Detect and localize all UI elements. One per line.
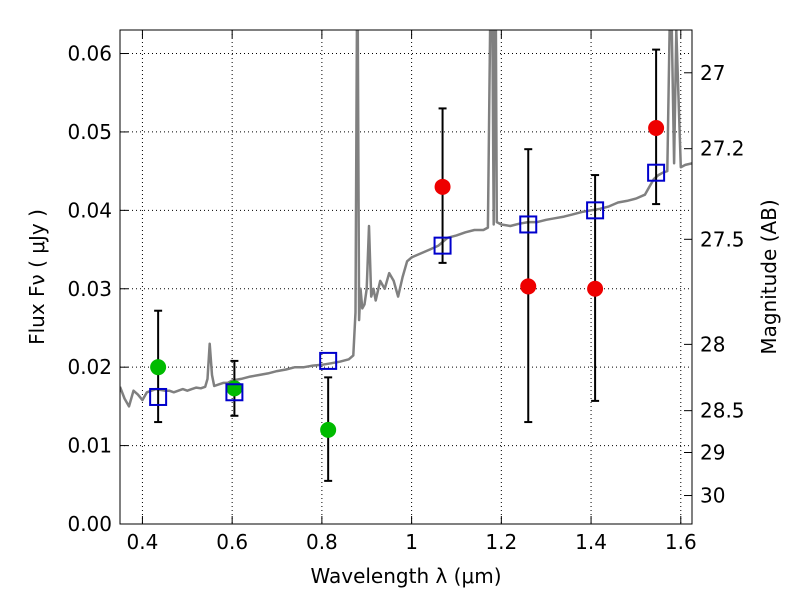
y-tick-label: 0.02 [67, 355, 112, 379]
y2-tick-label: 27.2 [700, 137, 745, 161]
y2-axis-label: Magnitude (AB) [757, 199, 781, 354]
model-flux-square [149, 387, 168, 406]
x-tick-label: 1.2 [485, 530, 517, 554]
data-marks [149, 48, 666, 482]
model-spectrum [120, 30, 692, 408]
model-flux-square [225, 383, 244, 402]
x-tick-label: 0.8 [306, 530, 338, 554]
y-axis-label: Flux Fν ( μJy ) [25, 209, 49, 345]
model-flux-square [586, 201, 605, 220]
data-point [150, 359, 167, 376]
data-point [587, 280, 604, 297]
x-tick-label: 1.6 [665, 530, 697, 554]
model-flux-square [519, 215, 538, 234]
x-axis-label: Wavelength λ (μm) [310, 564, 501, 588]
y2-tick-label: 27 [700, 61, 725, 85]
y-tick-label: 0.03 [67, 277, 112, 301]
y-tick-label: 0.00 [67, 512, 112, 536]
y2-tick-label: 29 [700, 440, 725, 464]
x-tick-label: 0.4 [127, 530, 159, 554]
data-point [648, 120, 665, 137]
model-spectrum-line [120, 30, 692, 408]
y-tick-label: 0.05 [67, 120, 112, 144]
y2-tick-label: 28.5 [700, 399, 745, 423]
x-tick-label: 1.4 [575, 530, 607, 554]
model-flux-square [647, 163, 666, 182]
model-flux-square [319, 351, 338, 370]
data-point [320, 421, 337, 438]
grid [120, 30, 692, 524]
data-point [226, 380, 243, 397]
y-tick-label: 0.04 [67, 198, 112, 222]
y2-tick-label: 30 [700, 484, 725, 508]
y-tick-label: 0.01 [67, 434, 112, 458]
x-tick-label: 0.6 [216, 530, 248, 554]
axis-ticks: 0.4 0.6 0.8 1 1.2 1.4 1.6 0.00 0.01 0.02 0.03 0.04 0… [67, 30, 745, 554]
plot-frame [119, 29, 693, 525]
model-flux-square [433, 236, 452, 255]
x-tick-label: 1 [405, 530, 418, 554]
y-tick-label: 0.06 [67, 42, 112, 66]
data-point [434, 178, 451, 195]
y2-tick-label: 27.5 [700, 227, 745, 251]
y2-tick-label: 28 [700, 332, 725, 356]
data-point [520, 278, 537, 295]
